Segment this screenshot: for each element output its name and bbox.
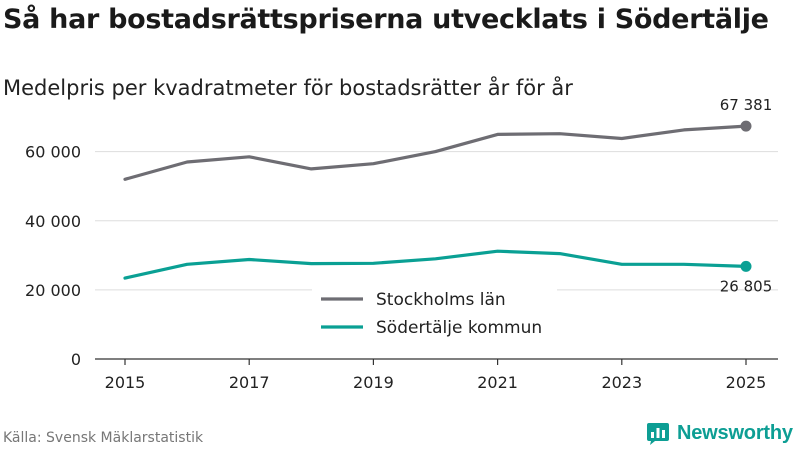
x-tick-label: 2017 [229,373,270,392]
series-line-stockholm [123,124,748,181]
axes: 0 20 000 40 000 60 000 2015 2017 2019 2021 2023 2… [25,143,778,392]
chart-subtitle: Medelpris per kvadratmeter för bostadsrä… [3,76,573,100]
y-tick-label: 20 000 [25,281,81,300]
legend: Stockholms län Södertälje kommun [312,284,557,344]
x-tick-label: 2019 [353,373,394,392]
brand-logo-block: Newsworthy [646,421,793,445]
legend-label-stockholm: Stockholms län [376,290,506,310]
series-lines [123,120,752,280]
y-tick-label: 40 000 [25,212,81,231]
end-value-label-stockholm: 67 381 [720,96,773,114]
x-tick-label: 2015 [105,373,146,392]
newsworthy-logo-icon [647,423,669,445]
end-value-label-sodertalje: 26 805 [720,277,773,295]
legend-background [312,284,557,344]
brand-name: Newsworthy [677,421,793,444]
legend-label-sodertalje: Södertälje kommun [376,318,542,338]
source-note: Källa: Svensk Mäklarstatistik [3,430,204,446]
x-tick-label: 2025 [726,373,767,392]
data-labels: 67 381 26 805 [720,96,773,295]
y-tick-label: 0 [71,350,81,369]
end-point-stockholm [740,120,752,132]
series-line-sodertalje [123,249,748,280]
y-tick-label: 60 000 [25,143,81,162]
end-point-sodertalje [740,260,752,272]
chart-title: Så har bostadsrättspriserna utvecklats i… [3,4,769,35]
gridlines [95,151,778,291]
x-tick-label: 2023 [601,373,642,392]
x-tick-label: 2021 [477,373,518,392]
